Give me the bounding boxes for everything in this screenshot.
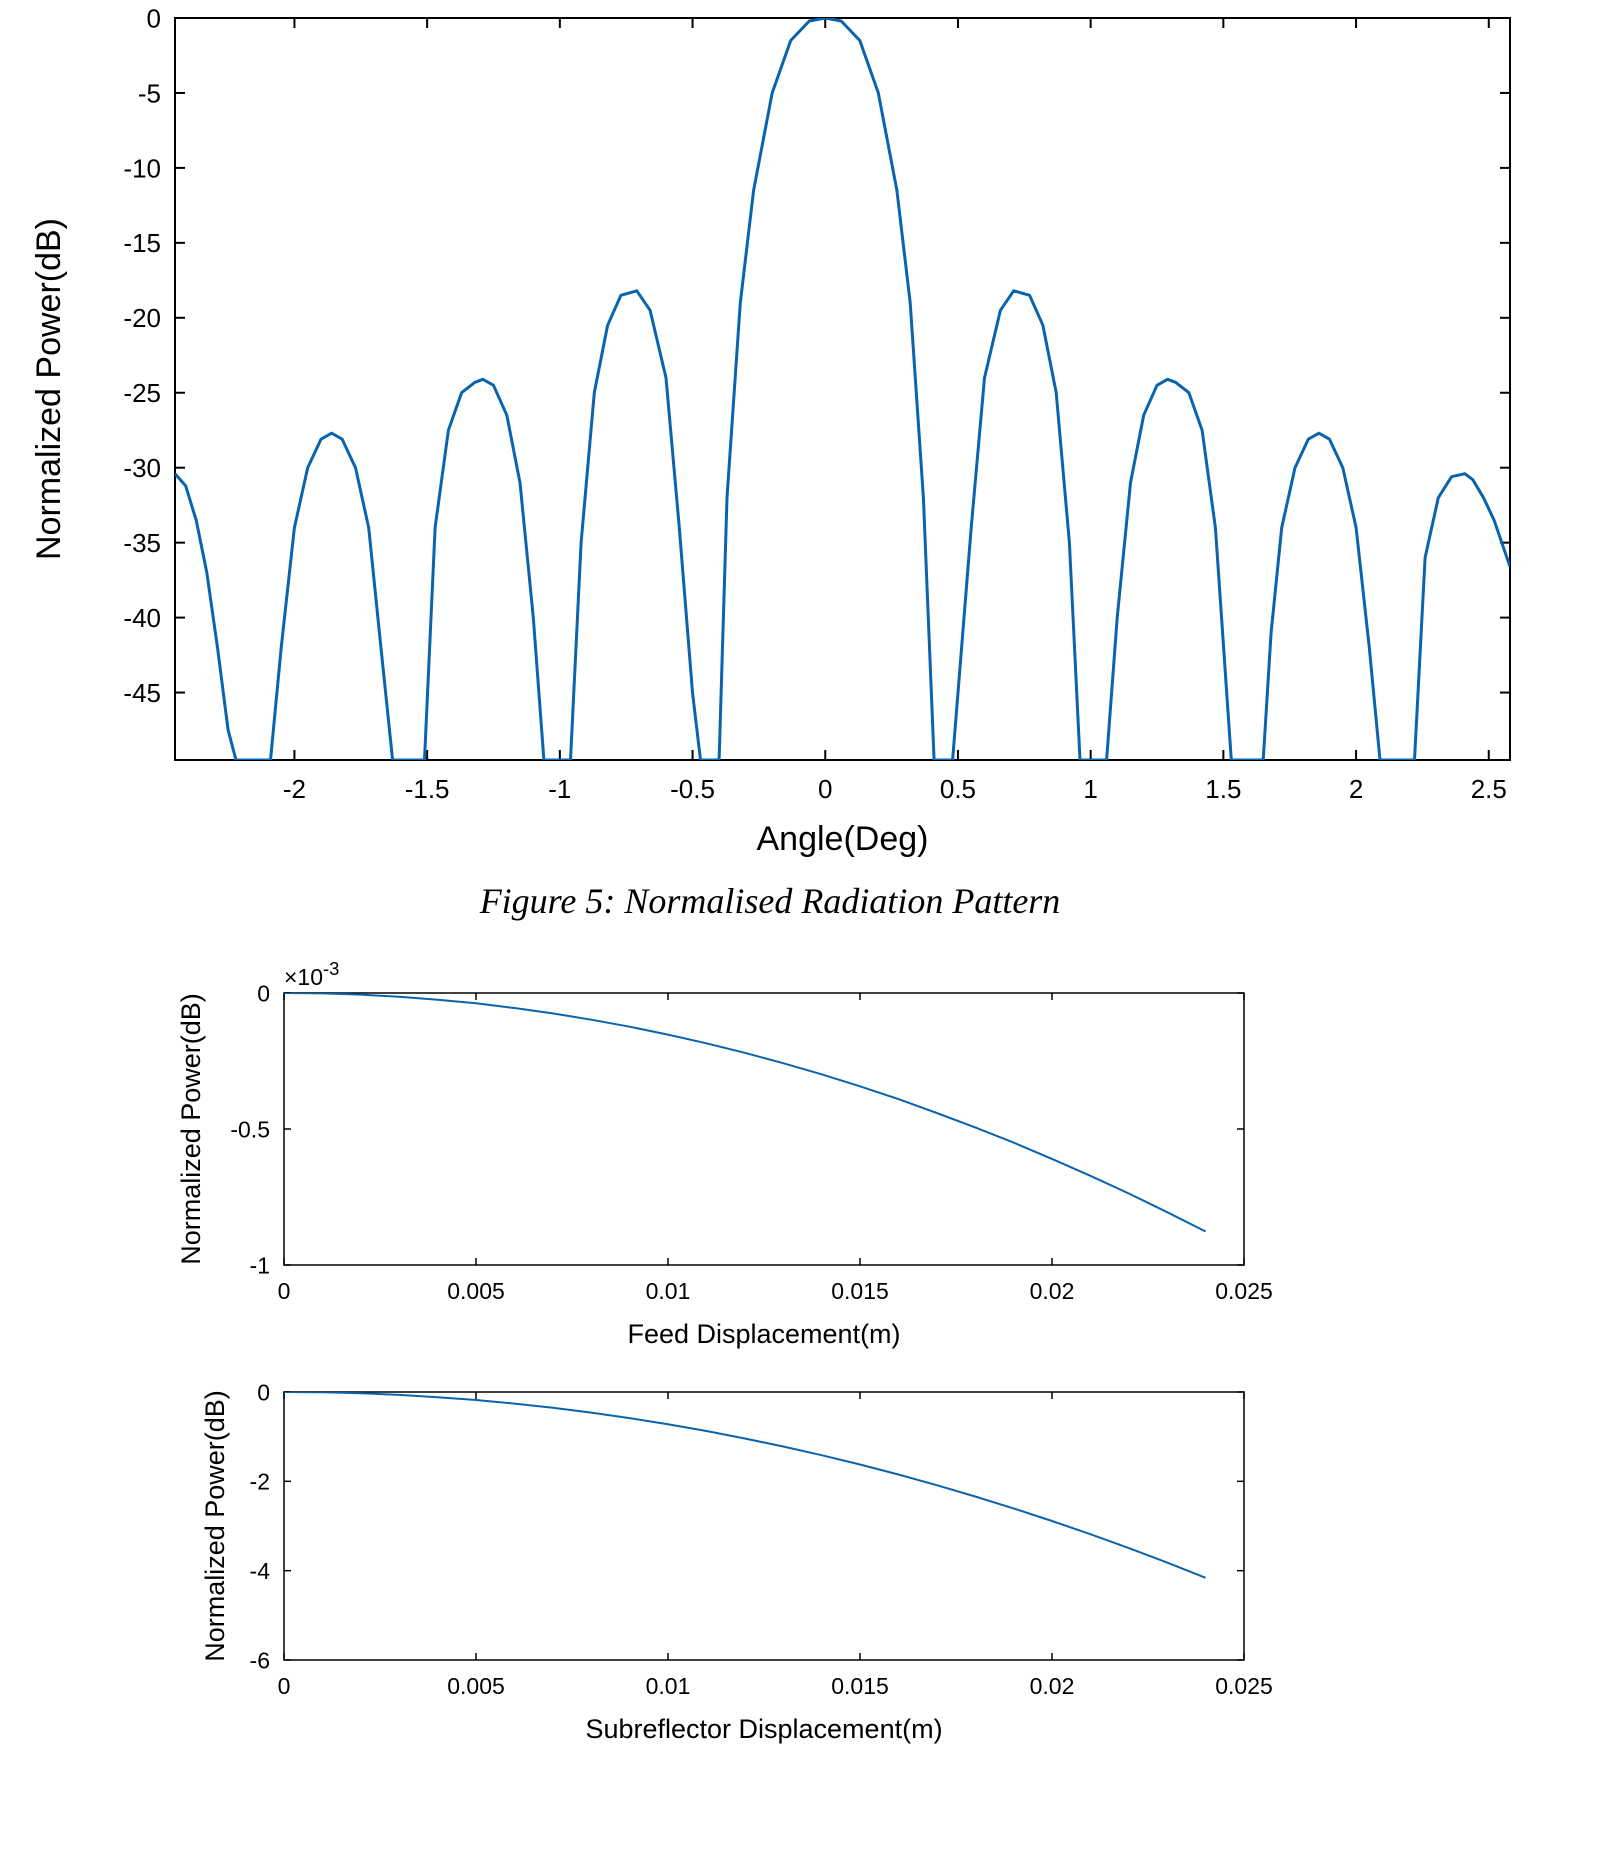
x-tick-label: 0 — [278, 1278, 291, 1304]
x-tick-label: 0 — [818, 774, 832, 804]
x-tick-label: 0.025 — [1215, 1278, 1273, 1304]
y-tick-label: -35 — [123, 528, 161, 558]
y-tick-label: -6 — [250, 1647, 270, 1673]
x-tick-label: -1 — [548, 774, 571, 804]
x-axis-title: Angle(Deg) — [757, 820, 929, 858]
x-tick-label: 0.005 — [447, 1673, 505, 1699]
y-tick-label: 0 — [147, 3, 161, 33]
y-tick-label: -10 — [123, 153, 161, 183]
x-tick-label: 0.025 — [1215, 1673, 1273, 1699]
y-tick-label: -5 — [138, 78, 161, 108]
feed-displacement-chart: 0 0.005 0.01 0.015 0.02 0.025 0 -0.5 -1 ×10-3 Feed… — [176, 958, 1273, 1349]
y-axis-title: Normalized Power(dB) — [176, 993, 206, 1265]
x-tick-label: 1 — [1083, 774, 1097, 804]
x-tick-label: 2 — [1349, 774, 1363, 804]
x-tick-label: 2.5 — [1471, 774, 1507, 804]
x-tick-label: 0.01 — [646, 1673, 691, 1699]
plot-frame — [283, 1391, 1245, 1661]
x-tick-label: 0.015 — [831, 1278, 889, 1304]
y-tick-label: -20 — [123, 303, 161, 333]
y-tick-label: -4 — [250, 1558, 271, 1584]
x-tick-label: 0.5 — [940, 774, 976, 804]
plot-frame — [283, 992, 1245, 1266]
plot-frame — [174, 17, 1511, 761]
y-tick-label: -40 — [123, 603, 161, 633]
y-tick-label: -30 — [123, 453, 161, 483]
x-tick-label: -2 — [283, 774, 306, 804]
x-tick-label: -1.5 — [405, 774, 450, 804]
x-tick-label: -0.5 — [670, 774, 715, 804]
figure-caption: Figure 5: Normalised Radiation Pattern — [479, 881, 1061, 921]
x-tick-label: 0.02 — [1030, 1673, 1075, 1699]
y-exponent-label: ×10-3 — [284, 958, 339, 990]
x-tick-label: 1.5 — [1205, 774, 1241, 804]
y-tick-label: 0 — [257, 980, 270, 1006]
y-tick-label: 0 — [257, 1379, 270, 1405]
x-axis-title: Feed Displacement(m) — [627, 1319, 900, 1349]
x-tick-label: 0.015 — [831, 1673, 889, 1699]
series-line — [284, 993, 1207, 1233]
radiation-pattern-chart: -2 -1.5 -1 -0.5 0 0.5 1 1.5 2 2.5 0 -5 -10 -15 -20 -25 -… — [30, 3, 1511, 858]
subreflector-displacement-chart: 0 0.005 0.01 0.015 0.02 0.025 0 -2 -4 -6 Subreflec… — [200, 1379, 1273, 1744]
y-axis-title: Normalized Power(dB) — [200, 1390, 230, 1662]
x-tick-label: 0 — [278, 1673, 291, 1699]
series-line — [175, 18, 1510, 760]
y-tick-label: -45 — [123, 678, 161, 708]
y-tick-label: -25 — [123, 378, 161, 408]
y-tick-label: -1 — [250, 1252, 270, 1278]
x-tick-label: 0.005 — [447, 1278, 505, 1304]
series-line — [284, 1392, 1206, 1579]
x-tick-label: 0.02 — [1030, 1278, 1075, 1304]
y-tick-label: -2 — [250, 1469, 270, 1495]
y-tick-label: -15 — [123, 228, 161, 258]
x-axis-title: Subreflector Displacement(m) — [585, 1714, 942, 1744]
y-axis-title: Normalized Power(dB) — [30, 218, 68, 560]
x-tick-label: 0.01 — [646, 1278, 691, 1304]
y-tick-label: -0.5 — [230, 1116, 270, 1142]
